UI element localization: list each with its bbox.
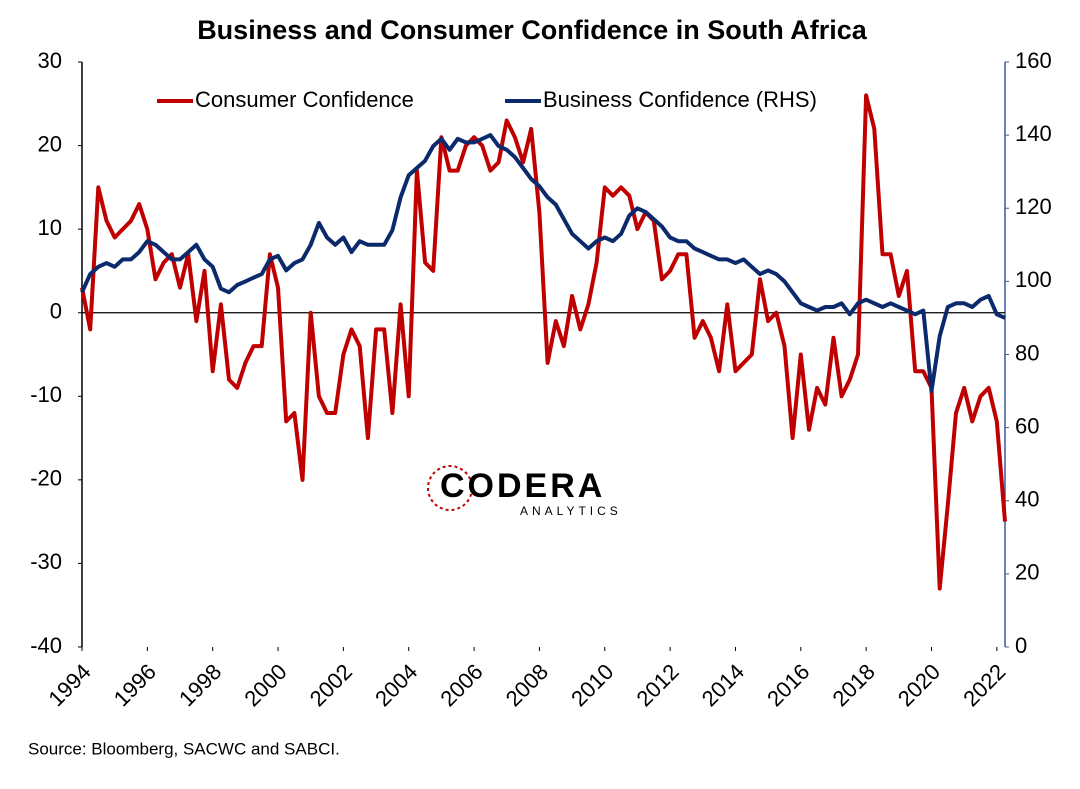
x-tick-label: 2014 [697,659,749,711]
y2-tick-label: 160 [1015,48,1052,73]
x-tick-label: 2018 [827,659,879,711]
y-tick-label: 0 [50,299,62,324]
y2-tick-label: 100 [1015,267,1052,292]
x-tick-label: 2000 [239,659,291,711]
y-tick-label: 10 [38,215,62,240]
logo-subtext: ANALYTICS [520,504,622,518]
x-tick-label: 2012 [631,659,683,711]
series-line [80,133,1006,394]
x-tick-label: 2010 [566,659,618,711]
y-tick-label: -20 [30,466,62,491]
y2-tick-label: 140 [1015,121,1052,146]
y-tick-label: 20 [38,131,62,156]
x-tick-label: 2004 [370,659,422,711]
y2-tick-label: 80 [1015,340,1039,365]
source-note: Source: Bloomberg, SACWC and SABCI. [28,739,340,758]
x-tick-label: 2008 [501,659,553,711]
x-tick-label: 1998 [174,659,226,711]
chart-title: Business and Consumer Confidence in Sout… [197,15,868,45]
legend-label: Consumer Confidence [195,87,414,112]
y-tick-label: 30 [38,48,62,73]
legend-label: Business Confidence (RHS) [543,87,817,112]
x-tick-label: 1996 [109,659,161,711]
logo-icon [427,465,473,511]
x-tick-label: 2006 [435,659,487,711]
y2-tick-label: 0 [1015,633,1027,658]
x-tick-label: 2016 [762,659,814,711]
logo-text: CODERA [440,467,605,505]
y2-tick-label: 40 [1015,487,1039,512]
y2-tick-label: 60 [1015,413,1039,438]
y-tick-label: -10 [30,382,62,407]
y-tick-label: -40 [30,633,62,658]
x-tick-label: 2020 [893,659,945,711]
y-tick-label: -30 [30,549,62,574]
x-tick-label: 1994 [43,659,95,711]
series-line [80,93,1007,591]
x-tick-label: 2002 [305,659,357,711]
y2-tick-label: 20 [1015,560,1039,585]
y2-tick-label: 120 [1015,194,1052,219]
x-tick-label: 2022 [958,659,1010,711]
logo: CODERA ANALYTICS [427,465,622,518]
